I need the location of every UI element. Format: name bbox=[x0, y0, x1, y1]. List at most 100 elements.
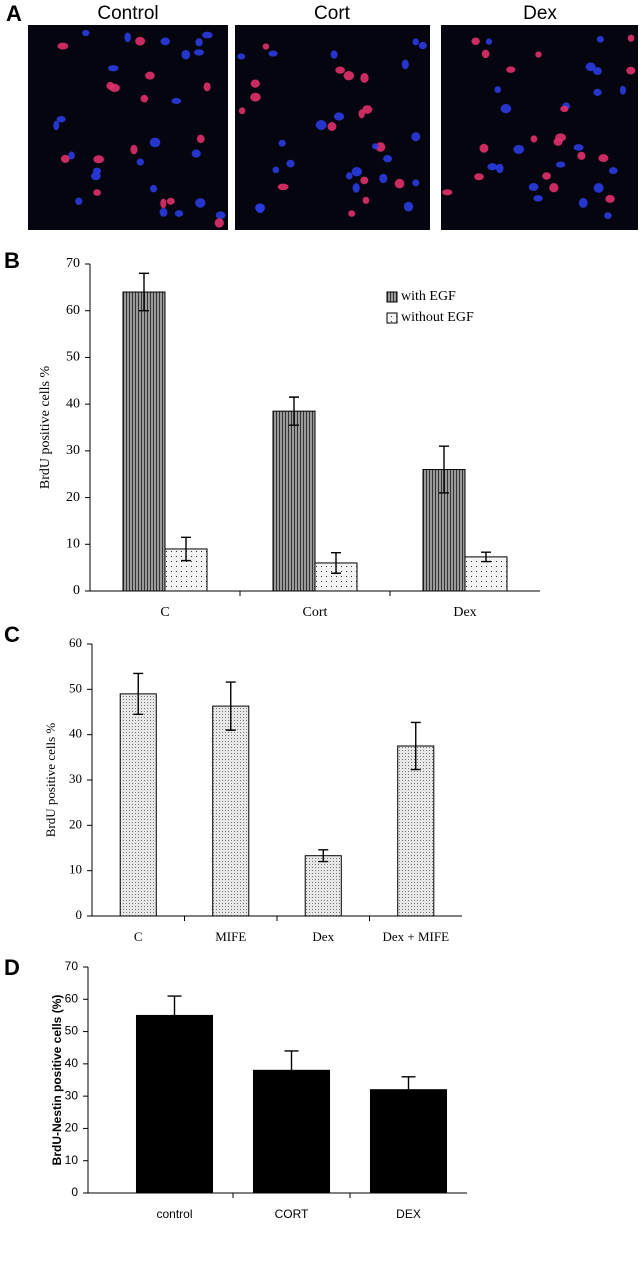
error-bar bbox=[167, 995, 182, 1016]
cell bbox=[237, 53, 246, 60]
y-tick-label: 10 bbox=[69, 862, 82, 877]
cell bbox=[106, 81, 115, 90]
cell bbox=[238, 107, 246, 115]
legend-swatch bbox=[386, 312, 398, 324]
legend-swatch bbox=[386, 291, 398, 303]
cell bbox=[335, 66, 345, 74]
cell bbox=[193, 49, 205, 56]
legend-label: with EGF bbox=[401, 289, 456, 304]
micrograph bbox=[28, 25, 228, 230]
cell bbox=[500, 104, 512, 114]
y-tick-label: 50 bbox=[65, 1024, 79, 1038]
y-tick-label: 50 bbox=[69, 680, 82, 695]
cell bbox=[585, 62, 596, 72]
cell bbox=[555, 161, 566, 168]
cell bbox=[553, 137, 563, 146]
error-bar bbox=[225, 681, 236, 731]
cell bbox=[403, 201, 414, 212]
y-tick-label: 60 bbox=[65, 991, 79, 1005]
cell bbox=[375, 142, 386, 152]
image-title: Control bbox=[97, 3, 158, 24]
error-bar bbox=[289, 396, 299, 426]
cell bbox=[107, 65, 119, 72]
cell bbox=[149, 137, 161, 148]
cell bbox=[250, 92, 261, 102]
cell bbox=[278, 139, 286, 147]
x-tick-label: C bbox=[160, 605, 169, 620]
y-tick-label: 30 bbox=[69, 771, 82, 786]
cell bbox=[412, 179, 420, 187]
cell bbox=[75, 197, 83, 205]
cell bbox=[136, 158, 144, 166]
cell bbox=[411, 132, 421, 142]
x-tick-label: MIFE bbox=[215, 929, 246, 944]
error-bar bbox=[139, 272, 149, 312]
cell bbox=[360, 72, 369, 83]
cell bbox=[93, 155, 105, 164]
cell bbox=[333, 112, 345, 121]
cell bbox=[542, 172, 551, 180]
cell bbox=[442, 189, 453, 196]
y-tick-label: 40 bbox=[65, 1056, 79, 1070]
cell bbox=[362, 105, 373, 114]
bar bbox=[252, 1069, 331, 1194]
cell bbox=[93, 189, 101, 196]
cell bbox=[215, 211, 226, 220]
cell bbox=[171, 97, 182, 105]
y-tick-label: 40 bbox=[69, 726, 82, 741]
cell bbox=[513, 144, 525, 154]
cell bbox=[577, 151, 586, 160]
error-bar bbox=[318, 849, 329, 863]
cell bbox=[159, 207, 168, 217]
x-tick-label: DEX bbox=[396, 1207, 421, 1221]
y-tick-label: 20 bbox=[69, 816, 82, 831]
image-title: Dex bbox=[523, 3, 557, 24]
y-axis-label: BrdU-Nestin positive cells (%) bbox=[50, 995, 64, 1166]
cell bbox=[255, 203, 265, 214]
cell bbox=[372, 143, 379, 150]
cell bbox=[268, 50, 278, 57]
cell bbox=[181, 49, 191, 60]
y-tick-label: 0 bbox=[76, 907, 83, 922]
x-tick-label: Dex + MIFE bbox=[382, 929, 449, 944]
cell bbox=[578, 198, 588, 208]
cell bbox=[352, 183, 360, 193]
error-bar bbox=[439, 445, 449, 494]
cell bbox=[60, 154, 70, 164]
error-bar bbox=[410, 721, 421, 771]
y-tick-label: 30 bbox=[66, 443, 80, 458]
cell bbox=[160, 198, 167, 209]
y-tick-label: 20 bbox=[65, 1121, 79, 1135]
cell bbox=[345, 172, 353, 180]
cell bbox=[596, 35, 604, 43]
error-bar bbox=[133, 672, 144, 715]
x-tick-label: Dex bbox=[453, 605, 476, 620]
cell bbox=[604, 212, 612, 220]
cell bbox=[485, 38, 493, 45]
y-tick-label: 0 bbox=[73, 583, 80, 598]
error-bar bbox=[401, 1076, 416, 1090]
cell bbox=[481, 49, 490, 59]
cell bbox=[605, 194, 615, 203]
y-tick-label: 60 bbox=[69, 635, 82, 650]
cell bbox=[82, 29, 90, 37]
cell bbox=[56, 115, 66, 123]
cell bbox=[549, 182, 559, 193]
cell bbox=[343, 71, 355, 81]
cell bbox=[418, 41, 427, 50]
cell bbox=[598, 154, 609, 163]
cell bbox=[360, 176, 369, 185]
cell bbox=[506, 66, 516, 73]
cell bbox=[124, 32, 131, 43]
panel-label: A bbox=[6, 1, 22, 26]
y-tick-label: 20 bbox=[66, 490, 80, 505]
cell bbox=[160, 37, 170, 46]
cell bbox=[149, 184, 158, 193]
cell bbox=[57, 42, 69, 50]
cell bbox=[401, 59, 409, 70]
bar bbox=[212, 705, 250, 917]
cell bbox=[330, 50, 338, 59]
panel-label: C bbox=[4, 622, 20, 647]
cell bbox=[196, 134, 205, 144]
